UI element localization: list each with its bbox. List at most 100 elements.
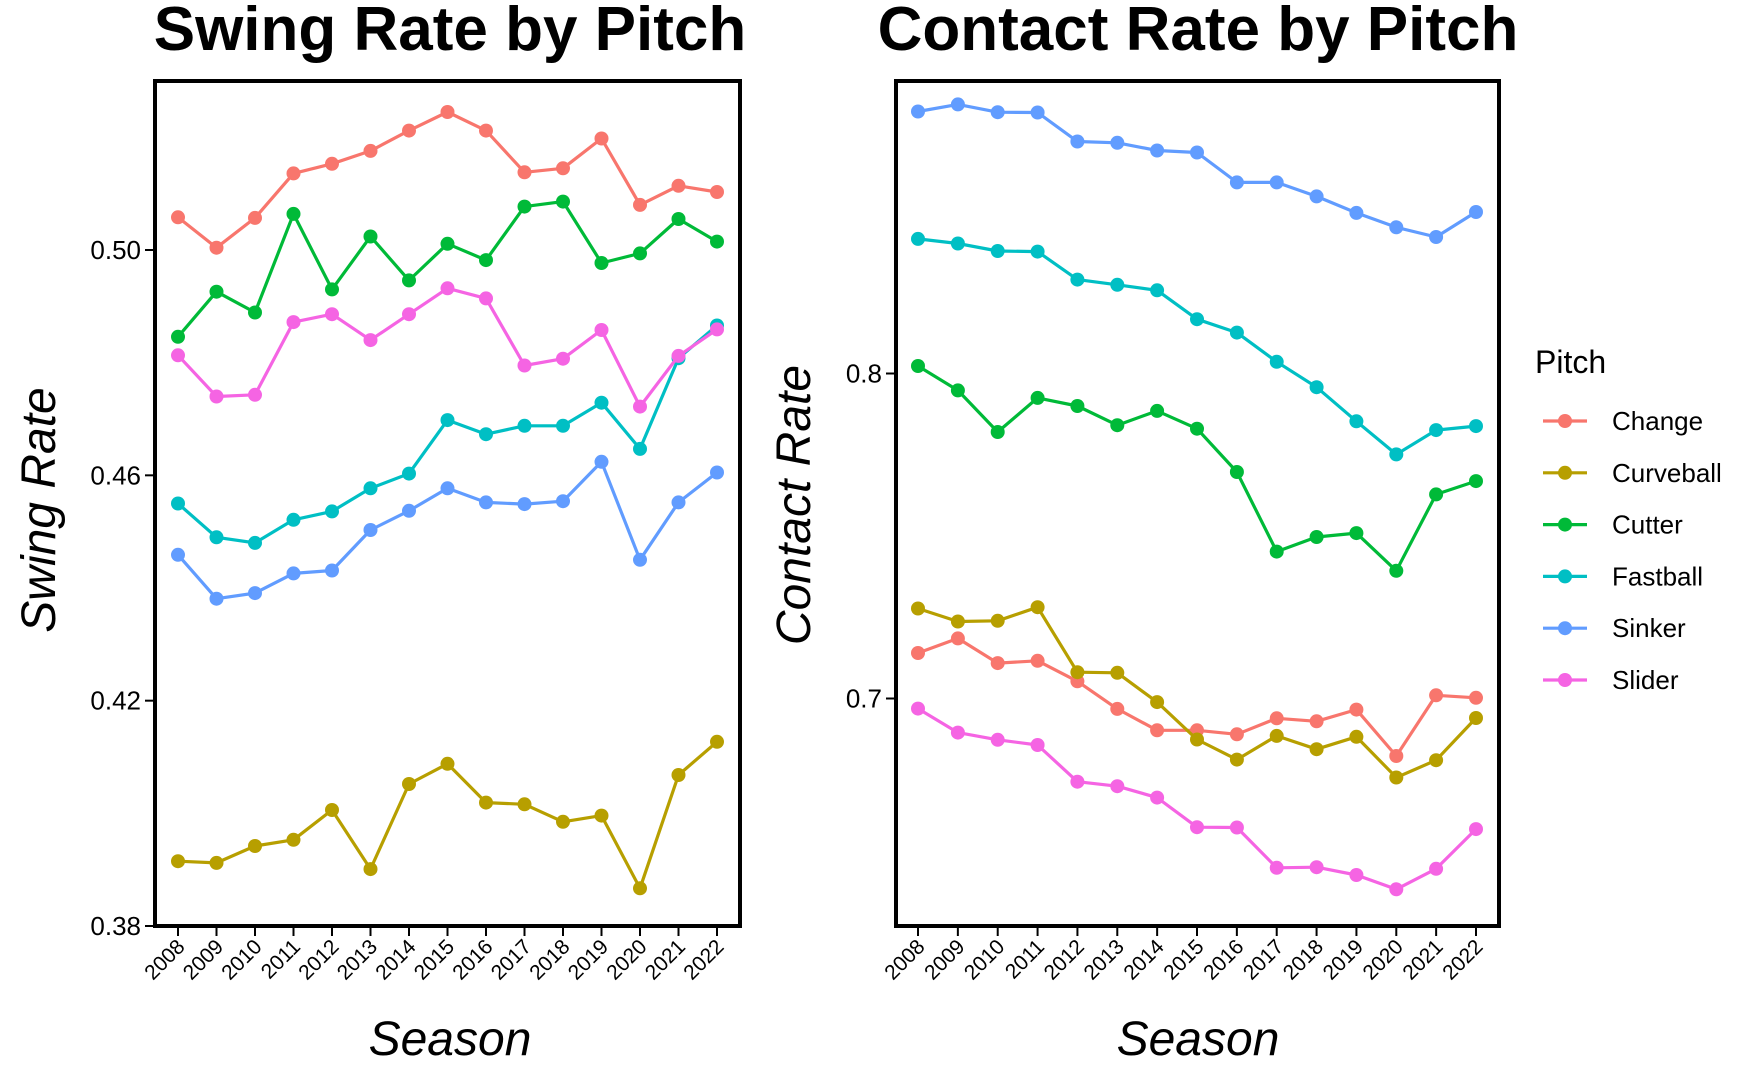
x-tick-label: 2019 bbox=[1319, 935, 1368, 984]
data-point bbox=[671, 495, 686, 510]
data-point bbox=[1030, 390, 1045, 405]
data-point bbox=[248, 387, 262, 402]
data-point bbox=[1349, 526, 1364, 541]
x-tick-label: 2009 bbox=[179, 935, 228, 984]
x-tick-label: 2014 bbox=[371, 935, 421, 985]
data-point bbox=[402, 273, 416, 288]
swing-rate-y-axis-title: Swing Rate bbox=[13, 387, 66, 632]
swing-rate-plot-border bbox=[153, 79, 742, 928]
data-point bbox=[710, 185, 724, 199]
data-point bbox=[171, 329, 185, 344]
data-point bbox=[1469, 711, 1483, 725]
x-tick-label: 2017 bbox=[487, 935, 536, 984]
data-point bbox=[363, 481, 378, 496]
legend-label: Curveball bbox=[1612, 458, 1722, 488]
data-point bbox=[556, 418, 570, 433]
data-point bbox=[1150, 695, 1165, 710]
x-tick-label: 2017 bbox=[1239, 935, 1288, 984]
series-sinker bbox=[911, 97, 1483, 244]
data-point bbox=[209, 530, 224, 545]
series-slider bbox=[911, 701, 1483, 897]
legend-key-point bbox=[1558, 673, 1572, 687]
data-point bbox=[671, 348, 686, 363]
data-point bbox=[440, 413, 455, 428]
data-point bbox=[286, 832, 301, 847]
data-point bbox=[1469, 205, 1483, 219]
data-point bbox=[1110, 418, 1125, 433]
data-point bbox=[594, 395, 609, 410]
data-point bbox=[633, 552, 647, 567]
data-point bbox=[325, 307, 339, 322]
data-point bbox=[1429, 688, 1444, 703]
x-tick-label: 2018 bbox=[525, 935, 574, 984]
data-point bbox=[402, 307, 416, 322]
data-point bbox=[950, 236, 965, 251]
data-point bbox=[950, 725, 965, 740]
data-point bbox=[950, 383, 965, 398]
swing-rate-x-axis: 2008200920102011201220132014201520162017… bbox=[140, 928, 729, 985]
legend: Pitch Change Curveball Cutter Fastball Sinke… bbox=[1535, 344, 1722, 695]
data-point bbox=[556, 161, 570, 176]
x-tick-label: 2012 bbox=[294, 935, 343, 984]
data-point bbox=[1030, 653, 1045, 668]
data-point bbox=[710, 465, 724, 480]
data-point bbox=[1309, 189, 1324, 204]
series-cutter bbox=[911, 359, 1483, 578]
data-point bbox=[440, 281, 455, 296]
data-point bbox=[209, 284, 224, 299]
data-point bbox=[402, 466, 416, 481]
x-tick-label: 2022 bbox=[1438, 935, 1487, 984]
data-point bbox=[1469, 690, 1483, 705]
y-tick-label: 0.7 bbox=[846, 684, 882, 714]
legend-key-point bbox=[1558, 569, 1572, 584]
x-tick-label: 2019 bbox=[564, 935, 613, 984]
legend-label: Fastball bbox=[1612, 561, 1703, 591]
y-tick-label: 0.8 bbox=[846, 359, 882, 389]
data-point bbox=[1150, 283, 1165, 298]
data-point bbox=[633, 246, 647, 261]
x-tick-label: 2014 bbox=[1119, 935, 1169, 985]
data-point bbox=[1190, 820, 1204, 835]
data-point bbox=[1269, 711, 1284, 726]
swing-rate-series bbox=[171, 105, 724, 896]
data-point bbox=[1429, 423, 1444, 438]
data-point bbox=[1349, 868, 1364, 882]
swing-rate-chart-title: Swing Rate by Pitch bbox=[154, 0, 747, 64]
swing-rate-y-axis: 0.38 0.42 0.46 0.50 bbox=[90, 235, 153, 941]
data-point bbox=[1469, 822, 1483, 837]
data-point bbox=[1469, 474, 1483, 489]
data-point bbox=[1389, 749, 1404, 763]
data-point bbox=[633, 441, 647, 456]
x-tick-label: 2016 bbox=[1199, 935, 1248, 984]
legend-label: Change bbox=[1612, 406, 1703, 436]
data-point bbox=[1229, 727, 1244, 742]
swing-rate-x-axis-title: Season bbox=[369, 1013, 532, 1066]
data-point bbox=[363, 523, 378, 537]
data-point bbox=[286, 512, 301, 527]
y-tick-label: 0.46 bbox=[90, 460, 141, 490]
data-point bbox=[710, 734, 724, 749]
data-point bbox=[209, 240, 224, 255]
data-point bbox=[556, 494, 570, 509]
data-point bbox=[1229, 752, 1244, 767]
data-point bbox=[1150, 143, 1165, 158]
x-tick-label: 2008 bbox=[880, 935, 929, 984]
data-point bbox=[710, 322, 724, 337]
data-point bbox=[1269, 728, 1284, 743]
data-point bbox=[1070, 272, 1085, 287]
contact-rate-x-axis: 2008200920102011201220132014201520162017… bbox=[880, 928, 1488, 985]
data-point bbox=[1389, 770, 1404, 785]
data-point bbox=[1070, 665, 1085, 680]
series-line bbox=[917, 364, 1477, 573]
data-point bbox=[1309, 742, 1324, 757]
data-point bbox=[363, 862, 378, 877]
data-point bbox=[325, 803, 339, 817]
contact-rate-series bbox=[911, 97, 1483, 897]
data-point bbox=[1469, 419, 1483, 434]
data-point bbox=[171, 210, 185, 225]
data-point bbox=[990, 244, 1005, 258]
data-point bbox=[517, 358, 532, 373]
y-tick-label: 0.50 bbox=[90, 235, 141, 265]
data-point bbox=[1269, 544, 1284, 559]
